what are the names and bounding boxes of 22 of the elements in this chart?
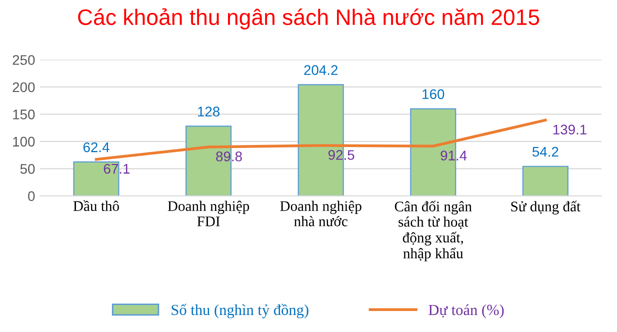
chart-title: Các khoản thu ngân sách Nhà nước năm 2015 [78,8,540,30]
data-label: 128 [198,106,220,116]
bar [522,166,568,196]
y-tick-label: 200 [12,82,35,92]
data-label: 54.2 [532,146,558,157]
data-label: 160 [422,89,444,100]
x-tick-label: Dầu thô [73,200,119,212]
y-tick-label: 0 [28,191,35,202]
data-label: 204.2 [304,65,338,76]
y-tick-label: 250 [12,55,35,65]
data-label: 62.4 [83,142,110,152]
data-label: 67.1 [104,164,130,174]
x-tick-label: Sử dụng đất [511,200,580,214]
x-tick-label: Doanh nghiệp FDI [168,200,250,226]
x-tick-label: Doanh nghiệp nhà nước [280,200,362,226]
legend-label: Số thu (nghìn tỷ đồng) [172,304,308,318]
y-tick-label: 150 [13,110,35,120]
x-tick-label: Cân đối ngân sách từ hoạt động xuất, nhập khẩu [394,200,472,262]
legend-label: Dự toán (%) [428,304,504,318]
data-label: 139.1 [553,124,586,135]
y-tick-label: 50 [20,164,35,174]
y-tick-label: 100 [13,136,35,147]
